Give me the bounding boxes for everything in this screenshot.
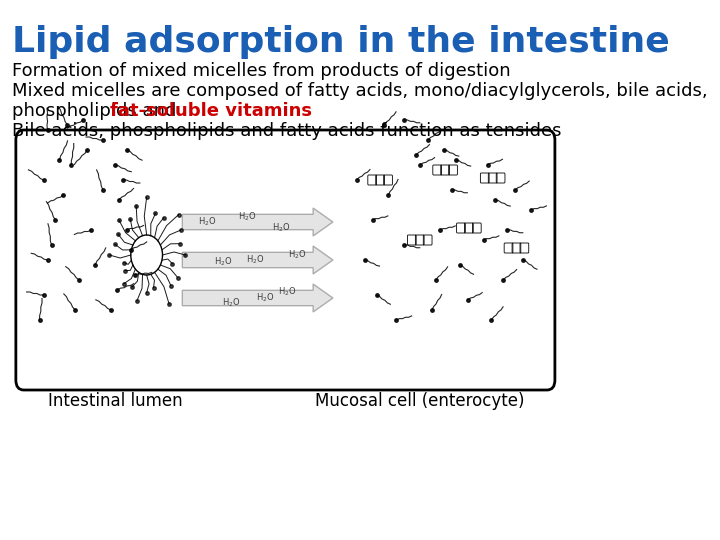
FancyArrow shape <box>182 246 333 274</box>
Text: H$_2$O: H$_2$O <box>199 216 217 228</box>
Text: Mixed micelles are composed of fatty acids, mono/diacylglycerols, bile acids,: Mixed micelles are composed of fatty aci… <box>12 82 708 100</box>
Text: Lipid adsorption in the intestine: Lipid adsorption in the intestine <box>12 25 670 59</box>
Text: phospholipids and: phospholipids and <box>12 102 182 120</box>
FancyArrow shape <box>182 208 333 236</box>
Text: Intestinal lumen: Intestinal lumen <box>48 392 182 410</box>
Text: H$_2$O: H$_2$O <box>278 286 296 298</box>
Text: H$_2$O: H$_2$O <box>246 254 264 266</box>
Text: H$_2$O: H$_2$O <box>238 211 256 223</box>
FancyBboxPatch shape <box>16 130 555 390</box>
Text: H$_2$O: H$_2$O <box>215 256 233 268</box>
Text: fat-soluble vitamins: fat-soluble vitamins <box>109 102 312 120</box>
Text: H$_2$O: H$_2$O <box>288 249 307 261</box>
Text: Mucosal cell (enterocyte): Mucosal cell (enterocyte) <box>315 392 525 410</box>
Text: Bile acids, phospholipids and fatty acids function as tensides: Bile acids, phospholipids and fatty acid… <box>12 122 562 140</box>
FancyArrow shape <box>182 284 333 312</box>
Text: H$_2$O: H$_2$O <box>256 292 275 304</box>
Text: H$_2$O: H$_2$O <box>222 297 240 309</box>
Text: H$_2$O: H$_2$O <box>272 222 291 234</box>
Text: Formation of mixed micelles from products of digestion: Formation of mixed micelles from product… <box>12 62 510 80</box>
